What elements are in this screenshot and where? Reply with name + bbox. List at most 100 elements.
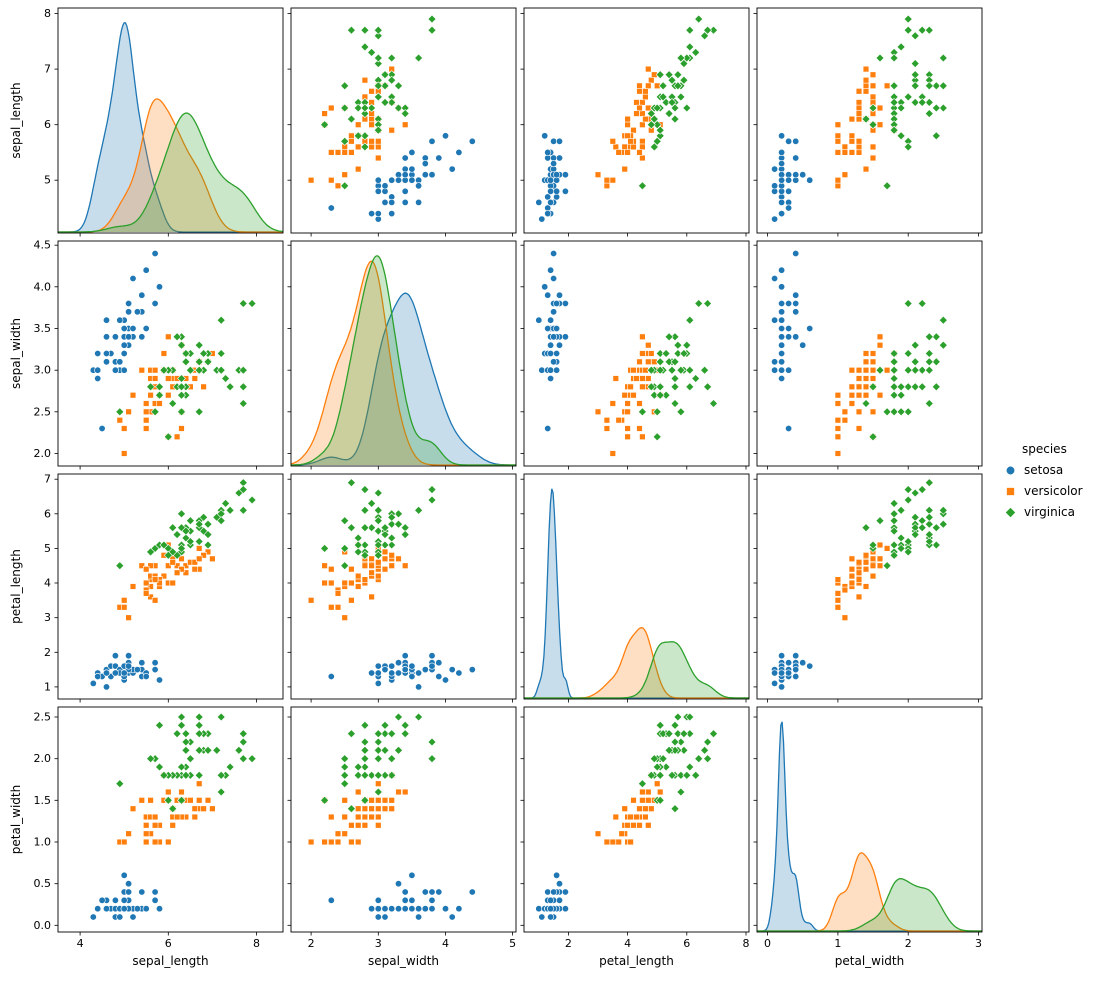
data-point-virginica [177,543,186,553]
data-point-versicolor [361,822,369,829]
data-point-versicolor [348,149,355,156]
data-point-setosa [771,182,779,190]
data-point-virginica [177,712,186,722]
data-point-setosa [133,308,141,316]
data-point-versicolor [160,350,168,357]
data-point-virginica [910,81,920,91]
data-point-setosa [778,669,786,677]
data-point-virginica [387,770,397,780]
data-point-versicolor [834,149,842,156]
data-point-setosa [94,672,102,680]
data-point-virginica [367,47,377,57]
data-point-versicolor [334,149,342,156]
scatter-cell-petal_length-vs-sepal_length: 1 2 3 4 5 6 7 [44,473,284,703]
legend-label-virginica: virginica [1024,505,1075,519]
data-point-setosa [778,341,786,349]
data-point-versicolor [169,579,176,587]
data-point-versicolor [143,838,150,846]
data-point-virginica [649,754,659,764]
data-point-versicolor [381,565,389,573]
data-point-setosa [368,905,376,913]
data-point-virginica [931,523,941,533]
data-point-versicolor [375,822,382,829]
data-point-virginica [181,357,191,367]
data-point-versicolor [341,149,348,156]
axes-border [756,706,983,933]
data-point-setosa [792,299,800,307]
kde-fill-setosa [524,488,749,698]
data-point-setosa [401,666,409,674]
kde-fill-versicolor [291,261,516,465]
data-point-setosa [381,666,389,674]
y-tick-label: 7 [44,473,51,486]
data-point-virginica [924,478,934,488]
data-point-setosa [156,283,164,291]
data-point-versicolor [143,416,150,424]
axes-border [57,473,284,700]
data-point-virginica [380,770,390,780]
data-point-versicolor [609,177,617,184]
data-point-virginica [320,543,330,553]
data-point-virginica [896,382,906,392]
data-point-virginica [670,804,680,814]
data-point-virginica [346,729,356,739]
data-point-setosa [388,669,396,677]
data-point-setosa [388,905,396,913]
data-point-virginica [676,737,686,747]
data-point-versicolor [388,805,395,812]
data-point-versicolor [191,565,198,573]
data-point-versicolor [876,391,884,399]
data-point-setosa [806,662,814,670]
data-point-setosa [799,341,807,349]
data-point-versicolor [639,138,646,145]
data-point-versicolor [855,375,863,382]
scatter-cell-petal_width-vs-petal_length: 2 4 6 8 [520,706,750,950]
data-point-versicolor [834,604,842,611]
axes-border [290,240,517,467]
data-point-versicolor [151,375,159,382]
data-point-virginica [387,97,397,107]
data-point-setosa [94,374,102,382]
data-point-setosa [428,171,436,179]
data-point-versicolor [624,149,631,156]
data-point-versicolor [196,780,203,787]
data-point-virginica [655,390,665,400]
data-point-versicolor [334,604,342,611]
data-point-setosa [94,349,102,357]
data-point-setosa [550,333,558,341]
axes-border [523,706,750,933]
data-point-setosa [547,366,555,374]
data-point-setosa [327,672,335,680]
data-point-versicolor [627,813,634,821]
data-point-setosa [550,274,558,282]
data-point-versicolor [603,425,611,432]
data-point-virginica [676,92,686,102]
data-point-virginica [247,495,257,505]
data-point-versicolor [143,408,150,415]
data-point-setosa [421,160,429,168]
data-point-setosa [535,316,543,324]
data-point-virginica [868,120,878,130]
data-point-virginica [676,787,686,797]
data-point-setosa [151,659,159,667]
data-point-versicolor [855,576,863,583]
data-point-virginica [670,737,680,747]
data-point-virginica [150,407,160,417]
data-point-versicolor [178,788,185,796]
data-point-versicolor [639,99,646,106]
data-point-versicolor [630,797,637,804]
data-point-setosa [544,148,552,156]
data-point-setosa [555,880,563,888]
data-point-virginica [924,365,934,375]
data-point-setosa [550,308,558,316]
data-point-setosa [550,160,558,168]
data-point-versicolor [121,425,128,432]
data-point-versicolor [368,805,375,812]
data-point-virginica [146,754,156,764]
data-point-versicolor [341,830,348,837]
data-point-setosa [541,283,549,291]
data-point-virginica [238,754,248,764]
data-point-virginica [340,543,350,553]
data-point-versicolor [348,138,355,145]
data-point-setosa [415,913,423,921]
